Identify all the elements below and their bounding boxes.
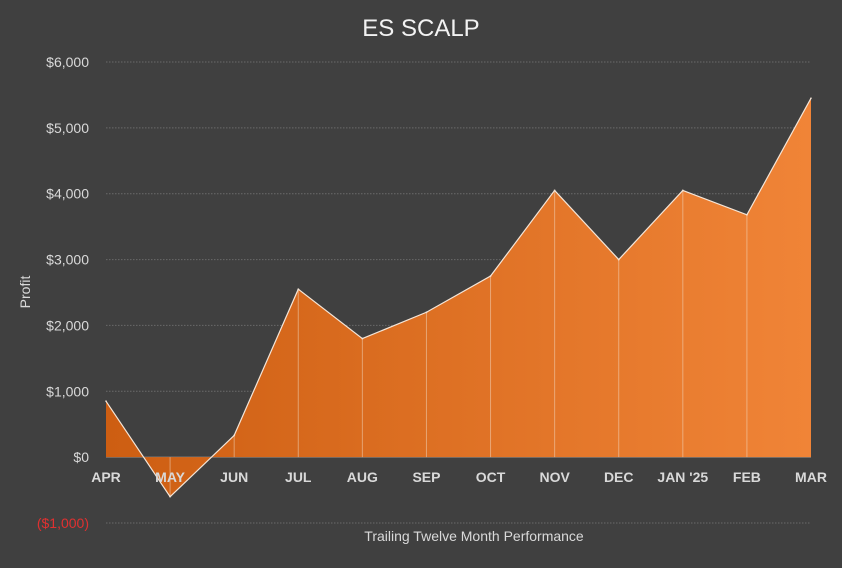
y-tick-label: ($1,000) [37,515,89,531]
x-tick-label: JUL [285,469,312,485]
y-tick-label: $4,000 [46,186,89,202]
x-tick-label: SEP [412,469,440,485]
x-axis-tick-labels: APR MAY JUN JUL AUG SEP OCT NOV DEC JAN '25 FEB MAR [91,469,827,485]
data-point [361,337,364,340]
y-axis-label: Profit [17,276,33,309]
area-outline [105,97,812,498]
area-series [105,97,812,498]
y-tick-label: $6,000 [46,54,89,70]
y-axis-tick-labels: $6,000 $5,000 $4,000 $3,000 $2,000 $1,000 $0 ($… [37,54,89,531]
area-fill [106,98,811,497]
data-point [745,213,748,216]
x-tick-label: NOV [539,469,570,485]
data-point [297,288,300,291]
x-tick-label: DEC [604,469,634,485]
data-point [489,275,492,278]
x-tick-label: JAN '25 [657,469,708,485]
y-tick-label: $2,000 [46,317,89,333]
data-point [810,97,812,100]
x-tick-label: APR [91,469,121,485]
data-point [233,434,236,437]
x-tick-label: JUN [220,469,248,485]
data-point [617,258,620,261]
y-tick-label: $3,000 [46,252,89,268]
data-point [425,311,428,314]
x-tick-label: AUG [347,469,378,485]
x-axis-label: Trailing Twelve Month Performance [364,528,584,544]
x-tick-label: FEB [733,469,761,485]
x-tick-label: OCT [476,469,506,485]
data-point [105,400,107,403]
data-point [169,495,172,498]
y-tick-label: $0 [73,449,89,465]
data-point [681,189,684,192]
y-tick-label: $5,000 [46,120,89,136]
x-tick-label: MAY [155,469,185,485]
chart-title: ES SCALP [362,15,479,42]
y-tick-label: $1,000 [46,383,89,399]
x-tick-label: MAR [795,469,827,485]
data-point [553,189,556,192]
